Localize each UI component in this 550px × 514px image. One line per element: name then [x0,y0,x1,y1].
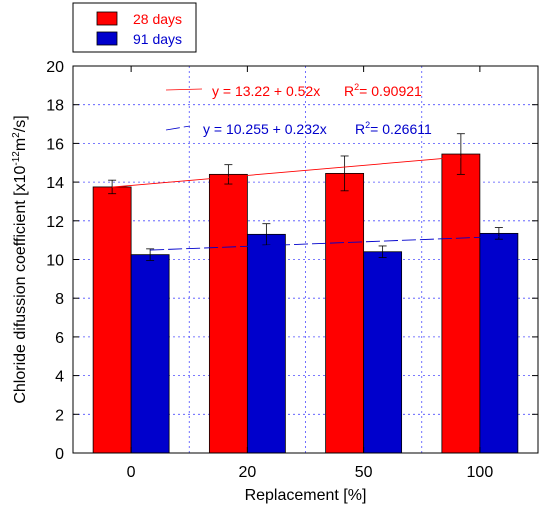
trendline-r2-sup-91-days: 2 [365,120,370,130]
legend-swatch-28-days [96,11,118,26]
y-axis-title-sup1: -12 [11,151,22,166]
x-tick-label-20: 20 [238,464,256,481]
y-tick-label-0: 0 [55,446,64,463]
y-axis-title-part2: m [12,138,29,151]
bar-91-days-50 [363,251,403,454]
trendline-r2-value-91-days: = 0.26611 [370,121,432,137]
svg-text:y = 13.22 + 0.52x R2= 0.: y = 13.22 + 0.52x R2= 0.90921 [212,82,422,99]
bar-28-days-100 [441,153,481,454]
y-axis-title-part3: /s] [12,115,29,132]
y-tick-label-16: 16 [46,136,64,153]
trendline-28-days [112,156,461,188]
legend-label-28-days: 28 days [133,11,182,27]
error-bars [108,133,503,261]
legend-label-91-days: 91 days [133,31,182,47]
y-tick-label-20: 20 [46,59,64,76]
bar-28-days-20 [208,173,248,454]
trendline-r2-label-28-days: R [344,83,354,99]
trendline-equation-91-days: y = 10.255 + 0.232x R2= 0.26611 [165,120,432,137]
y-tick-label-6: 6 [55,330,64,347]
y-axis-title: Chloride difussion coefficient [x10-12m2… [11,115,29,403]
bar-91-days-20 [246,233,286,454]
y-tick-label-2: 2 [55,407,64,424]
trendline-legend-line-28-days [165,88,203,91]
trendline-r2-value-28-days: = 0.90921 [359,83,422,99]
y-tick-label-10: 10 [46,253,64,270]
trendline-equation-28-days: y = 13.22 + 0.52x R2= 0.90921 [165,82,422,99]
legend-box [72,2,197,53]
y-tick-label-8: 8 [55,291,64,308]
x-axis-title: Replacement [%] [245,487,367,504]
y-tick-label-12: 12 [46,214,64,231]
legend: 28 days 91 days [72,2,197,53]
y-tick-label-4: 4 [55,369,64,386]
y-axis-title-part1: Chloride difussion coefficient [x10 [12,165,29,403]
trendlines [112,156,499,251]
bar-91-days-100 [479,232,519,454]
y-tick-label-14: 14 [46,175,64,192]
bar-91-days-0 [130,254,170,454]
svg-text:y = 10.255 + 0.232x R2=: y = 10.255 + 0.232x R2= 0.26611 [203,120,432,137]
y-axis-title-sup2: 2 [11,132,22,138]
bars [92,153,519,454]
legend-swatch-91-days [96,31,118,46]
x-tick-label-50: 50 [355,464,373,481]
x-tick-label-100: 100 [467,464,494,481]
trendline-legend-line-91-days [165,125,191,131]
y-axis-ticks: 0 2 4 6 8 10 12 14 16 18 20 [46,59,538,463]
bar-28-days-0 [92,186,132,454]
bar-28-days-50 [325,172,365,454]
trendline-r2-label-91-days: R [355,121,365,137]
x-tick-label-0: 0 [127,464,136,481]
trendline-r2-sup-28-days: 2 [354,82,359,92]
trendline-91-days [150,236,499,251]
y-tick-label-18: 18 [46,98,64,115]
trendline-equation-text-28-days: y = 13.22 + 0.52x [212,83,320,99]
trendline-equation-text-91-days: y = 10.255 + 0.232x [203,121,327,137]
x-axis-ticks: 0 20 50 100 [127,66,494,481]
